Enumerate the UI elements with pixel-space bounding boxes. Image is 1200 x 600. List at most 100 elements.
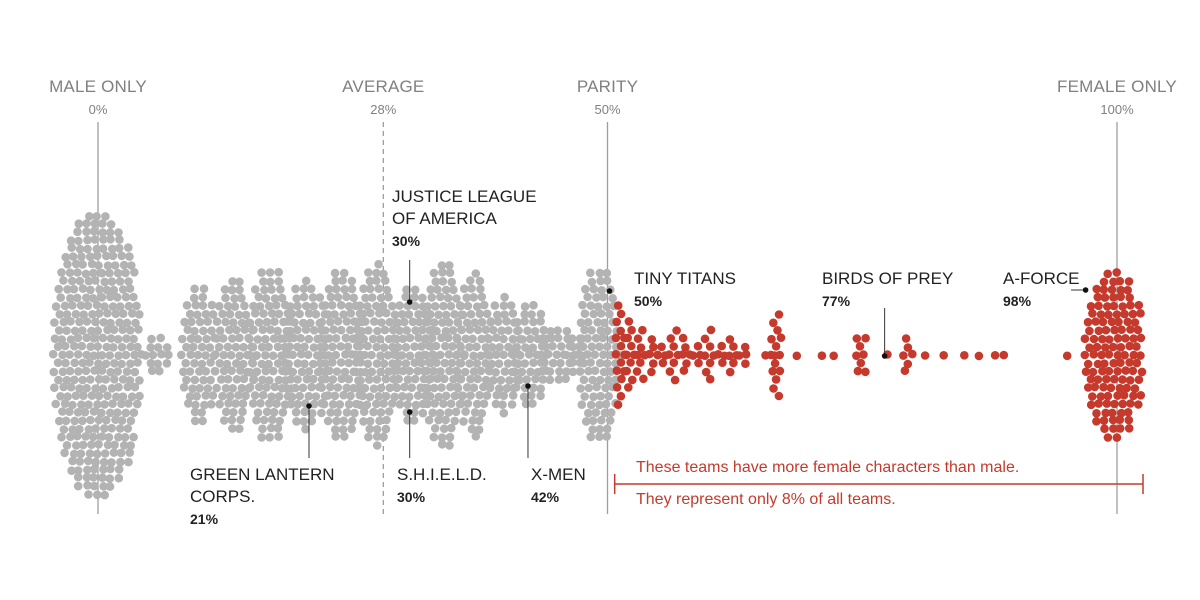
team-dot [627,341,636,351]
team-dot [309,374,318,384]
team-dot [553,333,563,343]
team-dot [320,342,330,352]
team-dot [449,285,458,295]
team-dot [475,416,484,426]
team-dot [1088,367,1098,377]
team-dot [623,333,632,343]
team-dot [359,407,369,417]
team-dot [1113,391,1122,400]
team-dot [1080,334,1090,344]
team-dot [336,325,346,335]
team-dot [328,375,338,384]
team-dot [347,276,357,286]
callout-name-0-0: JUSTICE LEAGUE [392,187,537,206]
team-dot [1113,334,1123,343]
team-dot [235,424,244,434]
team-dot [482,350,492,359]
team-dot [282,384,292,393]
team-dot [330,391,340,401]
team-dot [339,416,349,426]
team-dot [114,382,123,392]
team-dot [441,391,451,401]
team-dot [231,342,241,352]
team-dot [766,350,776,360]
team-dot [428,350,438,359]
team-dot [301,424,310,434]
team-dot [188,384,197,394]
team-dot [1089,334,1099,344]
team-dot [83,244,92,254]
team-dot [257,268,266,277]
team-dot [903,359,913,369]
team-dot [261,351,270,360]
team-dot [588,375,597,385]
team-dot [538,334,547,343]
team-dot [65,407,74,417]
team-dot [592,382,601,392]
team-dot [94,391,104,401]
team-dot [829,351,838,361]
team-dot [201,309,211,319]
team-dot [500,310,509,320]
team-dot [182,342,191,352]
team-dot [225,391,235,401]
team-dot [266,325,275,335]
team-dot [330,310,339,319]
team-dot [364,326,373,335]
team-dot [508,309,518,318]
team-dot [490,301,500,310]
team-dot [536,384,545,394]
team-dot [503,359,513,368]
team-dot [308,293,318,302]
team-dot [268,366,278,376]
team-dot [593,318,602,327]
team-dot [135,391,144,401]
team-dot [326,382,335,392]
team-dot [616,391,626,401]
team-dot [1094,399,1103,408]
team-dot [424,415,434,425]
team-dot [326,317,335,327]
team-dot [481,375,491,385]
team-dot [207,300,217,310]
team-dot [376,383,386,393]
team-dot [365,392,375,402]
team-dot [414,310,423,319]
team-dot [238,407,247,417]
team-dot [496,375,506,385]
team-dot [229,318,238,327]
team-dot [105,268,114,278]
team-dot [705,342,715,351]
team-dot [479,399,489,409]
team-dot [116,448,126,458]
team-dot [528,399,537,408]
team-dot [72,441,81,450]
team-dot [328,358,337,367]
team-dot [444,333,453,343]
team-dot [215,301,224,311]
team-dot [106,235,115,244]
team-dot [86,415,95,425]
team-dot [351,350,360,360]
team-dot [1096,310,1106,319]
team-dot [1092,417,1101,426]
team-dot [89,473,98,482]
team-dot [300,359,309,369]
team-dot [372,276,381,285]
team-dot [346,309,356,318]
team-dot [239,374,249,384]
team-dot [598,333,608,343]
team-dot [250,391,260,400]
team-dot [73,431,82,441]
team-dot [340,285,349,294]
team-dot [587,326,596,335]
team-dot [1101,343,1110,352]
team-dot [95,285,104,294]
team-dot [538,375,548,384]
callout-marker-1 [606,288,613,294]
team-dot [382,285,392,295]
team-dot [221,293,230,303]
team-dot [208,310,218,319]
team-dot [309,343,319,352]
team-dot [1118,399,1127,409]
